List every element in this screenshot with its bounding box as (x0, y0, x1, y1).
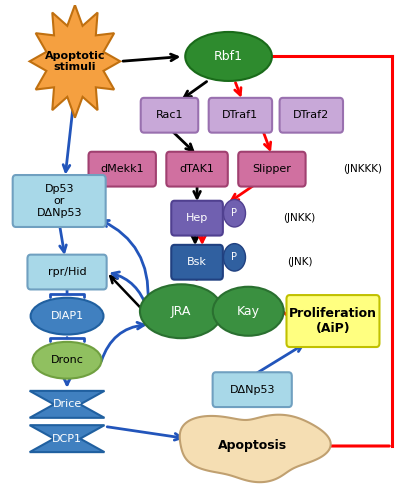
FancyBboxPatch shape (171, 201, 222, 235)
Ellipse shape (30, 298, 103, 335)
Text: Bsk: Bsk (186, 257, 207, 267)
Text: Drice: Drice (52, 400, 81, 409)
Text: Hep: Hep (186, 213, 208, 223)
Ellipse shape (32, 342, 101, 378)
Text: P: P (231, 252, 237, 262)
Text: Rac1: Rac1 (155, 110, 183, 120)
FancyBboxPatch shape (238, 152, 305, 186)
Text: (JNKK): (JNKK) (283, 213, 315, 223)
FancyBboxPatch shape (212, 372, 291, 407)
Text: DIAP1: DIAP1 (51, 311, 83, 321)
Text: Dp53
or
DΔNp53: Dp53 or DΔNp53 (36, 184, 82, 218)
Text: DΔNp53: DΔNp53 (229, 384, 274, 394)
FancyBboxPatch shape (279, 98, 342, 132)
Text: DCP1: DCP1 (52, 434, 82, 444)
Text: Dronc: Dronc (51, 355, 83, 365)
Text: JRA: JRA (171, 304, 191, 318)
Text: dMekk1: dMekk1 (100, 164, 144, 174)
Polygon shape (179, 414, 330, 482)
Text: (JNK): (JNK) (286, 257, 312, 267)
Circle shape (223, 244, 245, 271)
Text: Kay: Kay (236, 304, 259, 318)
Ellipse shape (212, 287, 283, 336)
Text: dTAK1: dTAK1 (179, 164, 214, 174)
Ellipse shape (140, 284, 222, 338)
Polygon shape (30, 5, 120, 117)
Text: Proliferation
(AiP): Proliferation (AiP) (288, 307, 376, 335)
Polygon shape (30, 391, 104, 418)
Text: DTraf1: DTraf1 (222, 110, 258, 120)
Text: P: P (231, 208, 237, 218)
FancyBboxPatch shape (171, 245, 222, 280)
Text: Rbf1: Rbf1 (214, 50, 243, 63)
Text: DTraf2: DTraf2 (292, 110, 328, 120)
FancyBboxPatch shape (13, 175, 105, 227)
Text: rpr/Hid: rpr/Hid (48, 267, 86, 277)
FancyBboxPatch shape (27, 254, 106, 290)
Text: Slipper: Slipper (252, 164, 291, 174)
FancyBboxPatch shape (88, 152, 156, 186)
Ellipse shape (185, 32, 271, 81)
Text: Apoptosis: Apoptosis (217, 440, 286, 452)
Polygon shape (30, 425, 104, 452)
Text: (JNKKK): (JNKKK) (342, 164, 381, 174)
FancyBboxPatch shape (166, 152, 227, 186)
FancyBboxPatch shape (208, 98, 271, 132)
Circle shape (223, 200, 245, 227)
FancyBboxPatch shape (286, 295, 379, 347)
Text: Apoptotic
stimuli: Apoptotic stimuli (45, 50, 105, 72)
FancyBboxPatch shape (140, 98, 198, 132)
